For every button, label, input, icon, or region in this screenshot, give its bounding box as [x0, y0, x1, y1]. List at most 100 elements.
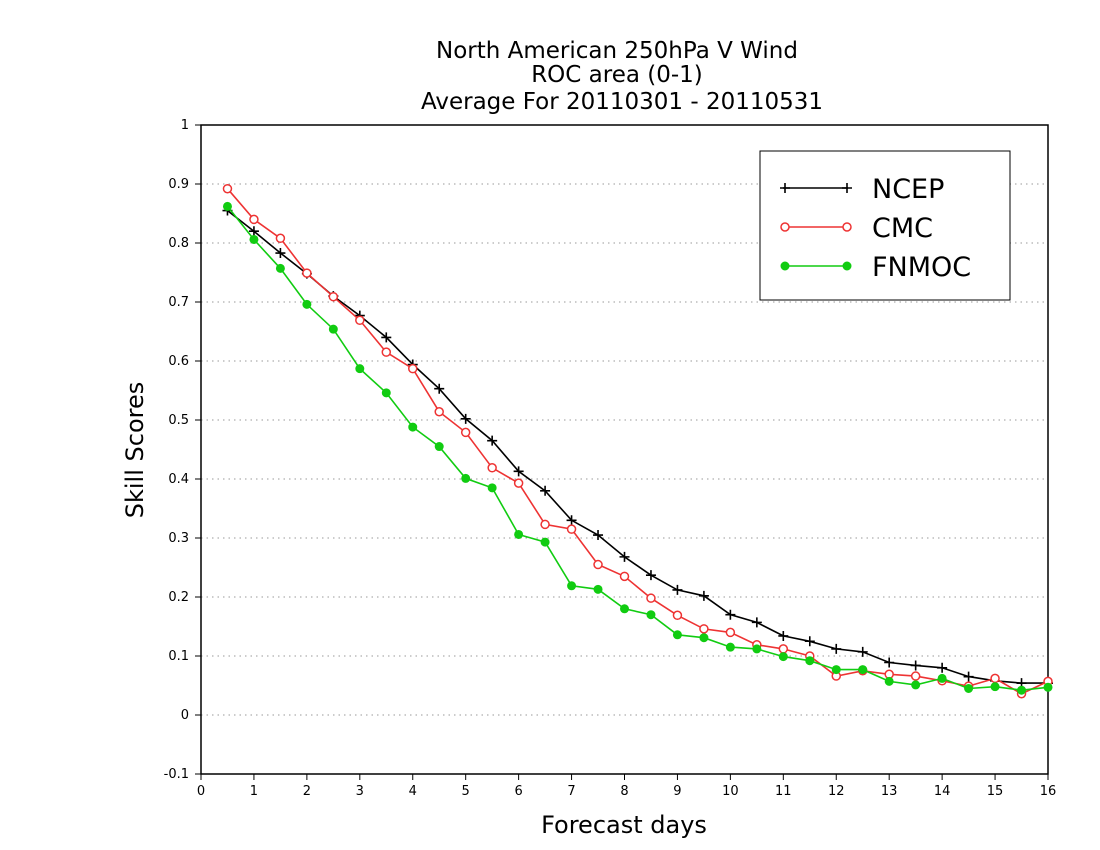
x-tick-label: 0: [197, 784, 205, 799]
data-point-marker: [408, 422, 418, 432]
data-point-marker: [780, 261, 790, 271]
data-point-marker: [725, 609, 736, 620]
x-tick-label: 9: [673, 784, 681, 799]
y-tick-label: 0.4: [168, 472, 189, 487]
data-point-marker: [805, 656, 815, 666]
data-point-marker: [460, 427, 471, 438]
data-point-marker: [698, 590, 709, 601]
data-point-marker: [275, 233, 286, 244]
x-tick-label: 3: [356, 784, 364, 799]
chart-title-line-2: ROC area (0-1): [531, 62, 703, 88]
x-tick-label: 12: [828, 784, 845, 799]
x-tick-label: 10: [722, 784, 739, 799]
data-point-marker: [540, 485, 551, 496]
data-point-marker: [328, 291, 339, 302]
y-tick-label: 1: [181, 118, 189, 133]
data-point-marker: [513, 466, 524, 477]
data-point-marker: [780, 222, 790, 232]
data-point-marker: [672, 610, 683, 621]
legend-item-ncep: NCEP: [780, 174, 944, 205]
data-point-marker: [302, 299, 312, 309]
data-point-marker: [911, 680, 921, 690]
data-point-marker: [381, 347, 392, 357]
plot-frame: [200, 124, 1049, 775]
y-tick-label: -0.1: [164, 767, 189, 782]
chart-title-line-1: North American 250hPa V Wind: [436, 38, 798, 64]
y-tick-label: 0.5: [168, 413, 189, 428]
series-layer: [222, 183, 1053, 699]
series-fnmoc: [222, 201, 1053, 695]
data-point-marker: [540, 537, 550, 547]
x-axis-label: Forecast days: [541, 811, 707, 839]
data-point-marker: [434, 406, 444, 417]
data-point-marker: [620, 604, 629, 614]
data-point-marker: [328, 324, 338, 334]
data-point-marker: [752, 644, 762, 654]
data-point-marker: [593, 584, 603, 594]
data-point-marker: [593, 530, 604, 541]
data-point-marker: [593, 559, 603, 570]
y-tick-label: 0.7: [168, 295, 189, 310]
data-point-marker: [858, 665, 868, 675]
grid-lines: [201, 183, 1048, 716]
data-point-marker: [540, 519, 550, 530]
x-tick-label: 11: [775, 784, 792, 799]
data-point-marker: [461, 473, 471, 483]
data-point-marker: [699, 624, 709, 634]
data-point-marker: [804, 636, 815, 647]
x-tick-label: 16: [1040, 784, 1057, 799]
data-point-marker: [725, 627, 736, 638]
data-point-marker: [434, 383, 445, 394]
x-tick-label: 2: [303, 784, 311, 799]
data-point-marker: [963, 671, 974, 682]
data-point-marker: [646, 593, 656, 603]
data-point-marker: [778, 652, 788, 662]
data-point-marker: [487, 483, 497, 493]
data-point-marker: [381, 388, 391, 398]
data-point-marker: [513, 478, 524, 488]
data-point-marker: [355, 315, 365, 326]
data-point-marker: [566, 515, 577, 526]
data-point-marker: [645, 570, 656, 581]
data-point-marker: [910, 660, 921, 671]
data-point-marker: [725, 642, 735, 652]
data-point-marker: [514, 529, 524, 539]
y-tick-label: 0: [181, 708, 189, 723]
data-point-marker: [1017, 685, 1027, 695]
data-point-marker: [842, 222, 852, 232]
x-tick-label: 8: [620, 784, 628, 799]
data-point-marker: [831, 643, 842, 654]
data-point-marker: [646, 610, 656, 620]
data-point-marker: [249, 214, 259, 225]
axis-ticks: -0.100.10.20.30.40.50.60.70.80.910 1 2 3 4 5 6…: [164, 118, 1057, 799]
x-tick-label: 15: [987, 784, 1004, 799]
data-point-marker: [910, 671, 921, 681]
x-tick-label: 4: [409, 784, 417, 799]
data-point-marker: [408, 363, 418, 374]
data-point-marker: [857, 646, 868, 657]
y-tick-label: 0.9: [168, 177, 189, 192]
x-tick-label: 1: [250, 784, 258, 799]
data-point-marker: [778, 644, 789, 654]
data-point-marker: [222, 183, 233, 194]
data-point-marker: [672, 584, 683, 595]
y-axis-label: Skill Scores: [121, 382, 149, 519]
data-point-marker: [381, 332, 392, 343]
data-point-marker: [619, 571, 630, 582]
y-tick-label: 0.3: [168, 531, 189, 546]
data-point-marker: [460, 413, 471, 424]
data-point-marker: [842, 183, 852, 193]
data-point-marker: [355, 364, 365, 374]
data-point-marker: [937, 662, 948, 673]
data-point-marker: [884, 657, 895, 668]
x-tick-label: 13: [881, 784, 898, 799]
legend-item-cmc: CMC: [780, 213, 933, 244]
data-point-marker: [222, 201, 232, 211]
data-point-marker: [248, 226, 259, 237]
data-point-marker: [937, 673, 947, 683]
x-tick-label: 14: [934, 784, 951, 799]
y-tick-label: 0.1: [168, 649, 189, 664]
y-tick-label: 0.2: [168, 590, 189, 605]
data-point-marker: [487, 463, 497, 473]
